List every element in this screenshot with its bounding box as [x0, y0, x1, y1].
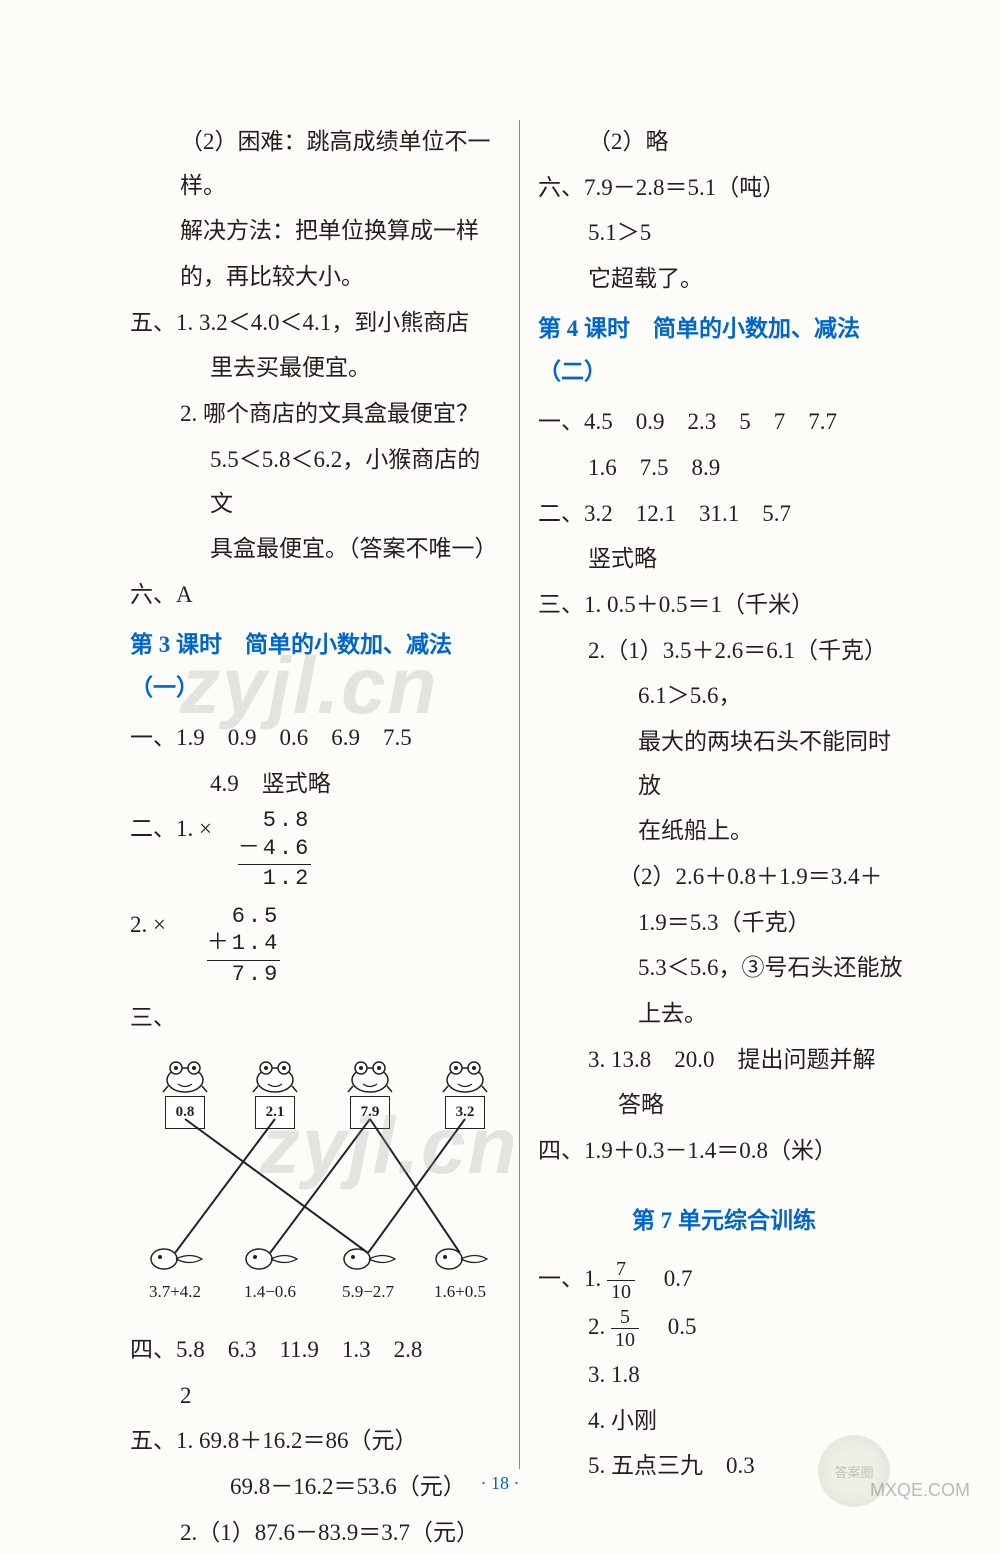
- text: （2）困难：跳高成绩单位不一样。: [130, 120, 501, 207]
- frog-icon: 2.1: [240, 1056, 310, 1129]
- match-line: [269, 1118, 371, 1253]
- text: 一、1. 710 0.7: [538, 1257, 910, 1303]
- text: 五、1. 3.2＜4.0＜4.1，到小熊商店: [130, 301, 501, 345]
- tadpole-icon: 5.9−2.7: [328, 1246, 408, 1308]
- text: 在纸船上。: [538, 809, 910, 853]
- fraction: 710: [607, 1258, 635, 1303]
- text: 一、4.5 0.9 2.3 5 7 7.7: [538, 400, 910, 444]
- vertical-calc-2: 2. × 6.5 ＋1.4 7.9: [130, 903, 501, 989]
- heading-unit-7: 第 7 单元综合训练: [538, 1199, 910, 1243]
- text: 2: [130, 1374, 501, 1418]
- right-column: （2）略 六、7.9－2.8＝5.1（吨） 5.1＞5 它超载了。 第 4 课时…: [520, 120, 910, 1469]
- tadpole-icon: 1.6+0.5: [420, 1246, 500, 1308]
- text: 一、1.9 0.9 0.6 6.9 7.5: [130, 716, 501, 760]
- text: 它超载了。: [538, 257, 910, 301]
- text: 上去。: [538, 992, 910, 1036]
- tadpole-icon: 3.7+4.2: [135, 1246, 215, 1308]
- frog-icon: 3.2: [430, 1056, 500, 1129]
- text: 的，再比较大小。: [130, 255, 501, 299]
- text: （2）略: [538, 120, 910, 164]
- text: 1.9＝5.3（千克）: [538, 901, 910, 945]
- text: 2. 哪个商店的文具盒最便宜？: [130, 392, 501, 436]
- text: 1.6 7.5 8.9: [538, 446, 910, 490]
- fraction: 510: [611, 1306, 639, 1351]
- left-column: （2）困难：跳高成绩单位不一样。 解决方法：把单位换算成一样 的，再比较大小。 …: [130, 120, 520, 1469]
- text: 具盒最便宜。（答案不唯一）: [130, 527, 501, 571]
- heading-lesson-4: 第 4 课时 简单的小数加、减法（二）: [538, 307, 910, 394]
- text: 四、5.8 6.3 11.9 1.3 2.8: [130, 1328, 501, 1372]
- text: 最大的两块石头不能同时放: [538, 720, 910, 807]
- match-line: [184, 1118, 368, 1254]
- text: 3. 13.8 20.0 提出问题并解: [538, 1038, 910, 1082]
- vertical-calc-1: 二、1. × 5.8 －4.6 1.2: [130, 807, 501, 893]
- text: 三、1. 0.5＋0.5＝1（千米）: [538, 583, 910, 627]
- text: 5.5＜5.8＜6.2，小猴商店的文: [130, 438, 501, 525]
- text: 6.1＞5.6，: [538, 674, 910, 718]
- heading-lesson-3: 第 3 课时 简单的小数加、减法（一）: [130, 623, 501, 710]
- label: 2. ×: [130, 912, 166, 937]
- label: 二、1. ×: [130, 816, 212, 841]
- text: 解决方法：把单位换算成一样: [130, 209, 501, 253]
- text: 答略: [538, 1083, 910, 1127]
- text: 2. 510 0.5: [538, 1305, 910, 1351]
- text: 2.（1）3.5＋2.6＝6.1（千克）: [538, 629, 910, 673]
- text: 5.1＞5: [538, 211, 910, 255]
- text: 5.3＜5.6，③号石头还能放: [538, 946, 910, 990]
- text: （2）2.6＋0.8＋1.9＝3.4＋: [538, 855, 910, 899]
- text: 六、7.9－2.8＝5.1（吨）: [538, 166, 910, 210]
- text: 六、A: [130, 573, 501, 617]
- text: 2.（1）87.6－83.9＝3.7（元）: [130, 1511, 501, 1554]
- text: 二、3.2 12.1 31.1 5.7: [538, 492, 910, 536]
- text: 四、1.9＋0.3－1.4＝0.8（米）: [538, 1129, 910, 1173]
- text: 4.9 竖式略: [130, 762, 501, 806]
- matching-diagram: 0.82.17.93.23.7+4.21.4−0.65.9−2.71.6+0.5: [130, 1046, 501, 1326]
- match-line: [174, 1118, 276, 1253]
- page-number: · 18 ·: [0, 1473, 1000, 1494]
- tadpole-icon: 1.4−0.6: [230, 1246, 310, 1308]
- text: 五、1. 69.8＋16.2＝86（元）: [130, 1419, 501, 1463]
- text: 三、: [130, 996, 501, 1040]
- text: 竖式略: [538, 537, 910, 581]
- text: 里去买最便宜。: [130, 346, 501, 390]
- text: 3. 1.8: [538, 1353, 910, 1397]
